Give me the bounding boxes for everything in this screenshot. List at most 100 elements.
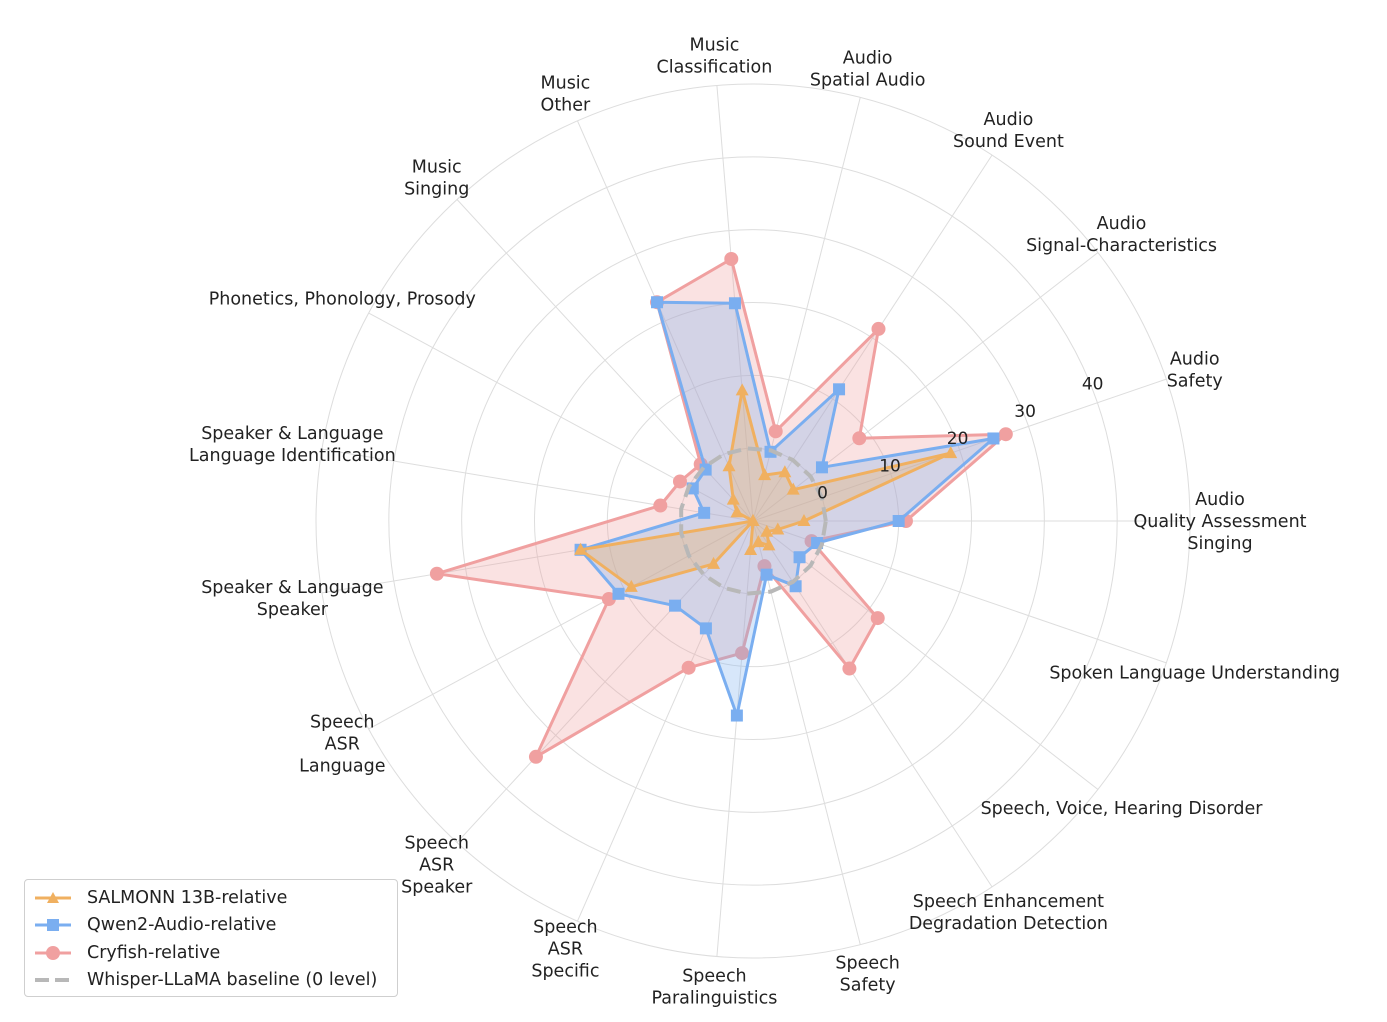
radial-tick-label: 0 xyxy=(817,484,828,504)
data-point xyxy=(870,611,885,626)
radial-tick-label: 30 xyxy=(1014,402,1036,422)
category-label-line: Audio xyxy=(984,110,1034,130)
grid-spoke xyxy=(577,520,754,922)
data-point xyxy=(892,515,905,527)
category-label-line: Singing xyxy=(1187,534,1252,554)
data-point xyxy=(681,660,696,675)
category-label-line: Speech xyxy=(835,954,899,974)
circle-marker-icon xyxy=(35,945,71,960)
grid-spoke xyxy=(716,520,754,957)
data-point xyxy=(944,446,958,459)
category-label: Audio Signal-Characteristics xyxy=(1026,214,1217,256)
category-label-line: Speech xyxy=(533,918,597,938)
category-label: Speech ASR Specific xyxy=(531,918,599,982)
category-label-line: Spatial Audio xyxy=(810,70,926,90)
category-label-line: Language Identification xyxy=(189,446,396,466)
legend-item-qwen2-audio: Qwen2-Audio-relative xyxy=(33,912,389,940)
data-point xyxy=(762,538,776,551)
legend-item-whisper-baseline: Whisper-LLaMA baseline (0 level) xyxy=(33,967,389,995)
category-label: Spoken Language Understanding xyxy=(1049,664,1340,684)
data-point xyxy=(998,427,1013,442)
category-label-line: Speaker & Language xyxy=(201,424,383,444)
legend-label: Qwen2-Audio-relative xyxy=(87,915,277,936)
category-label-line: Audio xyxy=(1195,490,1245,510)
chart-legend: SALMONN 13B-relative Qwen2-Audio-relativ… xyxy=(24,879,398,997)
category-label: Phonetics, Phonology, Prosody xyxy=(209,290,476,310)
data-point xyxy=(612,587,625,600)
category-label-line: Other xyxy=(541,95,591,115)
data-point xyxy=(672,474,687,489)
category-label-line: ASR xyxy=(548,940,583,960)
category-label: Music Classification xyxy=(657,36,773,78)
category-label-line: Phonetics, Phonology, Prosody xyxy=(209,290,476,310)
data-point xyxy=(653,498,668,513)
category-label: Music Other xyxy=(541,73,592,115)
data-point xyxy=(724,251,739,266)
series-3 xyxy=(679,446,828,596)
category-label-line: Music xyxy=(690,36,740,56)
category-label-line: Safety xyxy=(1167,371,1223,391)
data-point xyxy=(528,749,543,764)
grid-spoke xyxy=(577,120,754,522)
category-label: Audio Quality Assessment Singing xyxy=(1133,490,1306,554)
data-point xyxy=(768,424,783,439)
category-label-line: Specific xyxy=(531,962,599,982)
data-point xyxy=(735,383,749,396)
square-marker-icon xyxy=(35,919,71,932)
category-label: Music Singing xyxy=(404,157,469,199)
data-point xyxy=(760,524,774,537)
category-label-line: Audio xyxy=(843,48,893,68)
category-label: Speech Enhancement Degradation Detection xyxy=(909,892,1108,934)
data-point xyxy=(871,321,886,336)
data-point xyxy=(746,514,760,526)
data-point xyxy=(429,566,444,581)
category-label: Speech ASR Speaker xyxy=(401,834,473,898)
data-point xyxy=(698,506,711,519)
category-label: Audio Sound Event xyxy=(953,110,1064,152)
category-label-line: Speaker & Language xyxy=(201,578,383,598)
data-point xyxy=(669,599,682,612)
data-point xyxy=(707,556,721,569)
category-label-line: Safety xyxy=(840,976,896,996)
data-point xyxy=(786,482,800,495)
category-label-line: Speaker xyxy=(401,878,473,898)
series-2 xyxy=(429,251,1013,764)
data-point xyxy=(574,542,588,555)
dashed-line-icon xyxy=(35,978,71,983)
radar-series xyxy=(429,251,1013,764)
radial-tick-label: 20 xyxy=(947,429,969,449)
category-label-line: Singing xyxy=(404,179,469,199)
series-0 xyxy=(574,383,958,592)
radial-tick-labels: 0 10 20 30 40 xyxy=(817,375,1103,504)
category-label-line: ASR xyxy=(325,734,360,754)
data-point xyxy=(852,431,867,446)
data-point xyxy=(744,543,758,556)
grid-spoke xyxy=(456,520,754,843)
data-point xyxy=(726,492,740,505)
data-point xyxy=(778,465,792,478)
data-point xyxy=(833,383,846,396)
data-point xyxy=(651,296,664,309)
radial-tick-label: 40 xyxy=(1082,375,1104,395)
data-point xyxy=(987,432,1000,445)
data-point xyxy=(758,468,772,481)
category-label-line: Classification xyxy=(657,58,773,78)
data-point xyxy=(624,579,638,592)
data-point xyxy=(771,522,785,535)
category-label-line: Spoken Language Understanding xyxy=(1049,664,1340,684)
category-label-line: Paralinguistics xyxy=(651,988,777,1008)
radial-tick-label: 10 xyxy=(879,456,901,476)
category-label-line: Sound Event xyxy=(953,132,1064,152)
category-label-line: Music xyxy=(412,157,462,177)
category-label-line: Degradation Detection xyxy=(909,914,1108,934)
data-point xyxy=(730,709,743,722)
category-label-line: Audio xyxy=(1097,214,1147,234)
category-label-line: Speech, Voice, Hearing Disorder xyxy=(981,799,1264,819)
category-label: Speech Paralinguistics xyxy=(651,966,777,1008)
data-point xyxy=(815,461,828,474)
category-label-line: Music xyxy=(541,73,591,93)
category-label: Speech ASR Language xyxy=(299,712,385,776)
data-point xyxy=(793,551,806,564)
